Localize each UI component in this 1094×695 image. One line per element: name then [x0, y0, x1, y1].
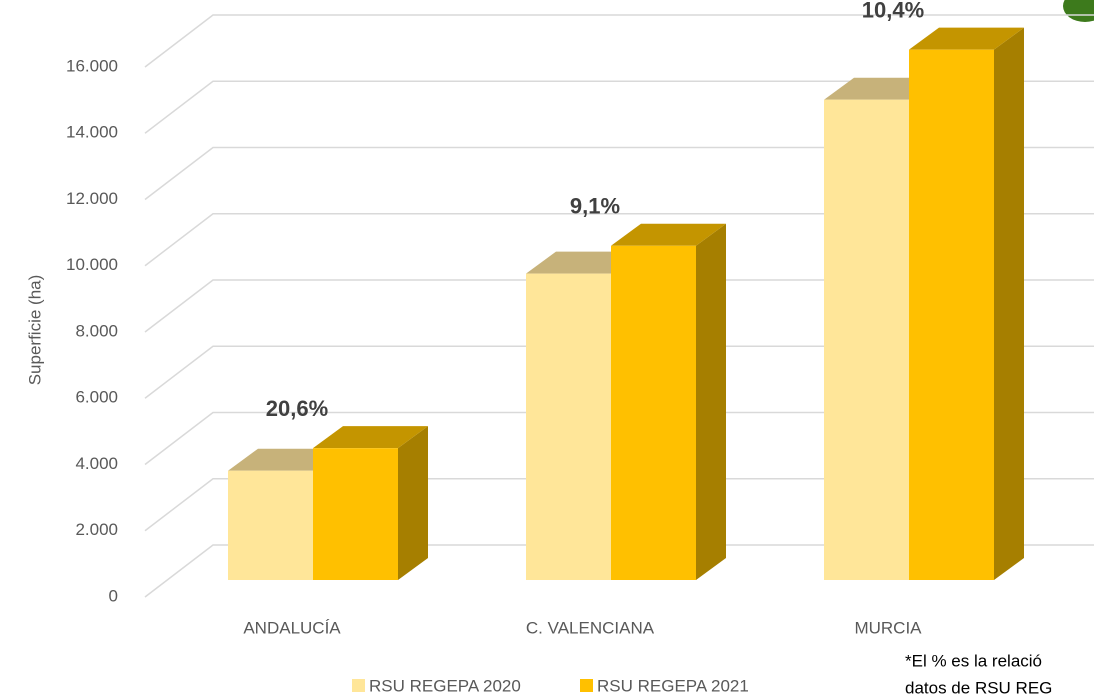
y-tick-label: 6.000 [75, 388, 118, 407]
y-tick-label: 12.000 [66, 189, 118, 208]
growth-label: 10,4% [862, 0, 924, 22]
y-tick-label: 4.000 [75, 454, 118, 473]
growth-label: 9,1% [570, 194, 620, 219]
x-tick-label: C. VALENCIANA [526, 618, 655, 637]
note-line: datos de RSU REG [905, 678, 1052, 695]
y-tick-label: 10.000 [66, 255, 118, 274]
bar [611, 246, 696, 580]
legend-label: RSU REGEPA 2020 [369, 676, 521, 695]
growth-label: 20,6% [266, 396, 328, 421]
chart: Superficie (ha) *El % es la relació dato… [0, 0, 1094, 695]
bar [824, 100, 909, 580]
y-axis-label: Superficie (ha) [25, 275, 44, 386]
decoration-leaf [1063, 0, 1094, 22]
note-line: *El % es la relació [905, 651, 1042, 670]
bar-side [398, 426, 428, 580]
y-tick-label: 14.000 [66, 123, 118, 142]
y-tick-label: 2.000 [75, 520, 118, 539]
bar [526, 274, 611, 580]
legend-label: RSU REGEPA 2021 [597, 676, 749, 695]
y-tick-label: 8.000 [75, 321, 118, 340]
x-tick-label: MURCIA [854, 618, 922, 637]
x-tick-label: ANDALUCÍA [243, 618, 341, 637]
bar [228, 471, 313, 580]
y-tick-label: 0 [109, 586, 118, 605]
legend-swatch [352, 679, 365, 692]
y-tick-label: 16.000 [66, 56, 118, 75]
bar-side [696, 224, 726, 580]
bar-side [994, 28, 1024, 580]
bar [313, 448, 398, 580]
legend-swatch [580, 679, 593, 692]
bar [909, 50, 994, 580]
